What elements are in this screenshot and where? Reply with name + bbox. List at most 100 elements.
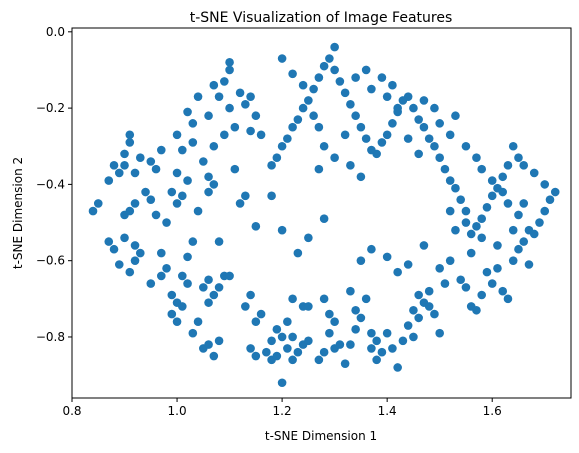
data-point (503, 199, 513, 208)
data-point (325, 309, 334, 319)
data-point (230, 122, 240, 132)
data-point (466, 229, 476, 239)
data-point (514, 244, 523, 254)
data-point (204, 111, 213, 121)
data-point (409, 305, 418, 315)
data-point (330, 65, 339, 75)
data-point (251, 222, 261, 231)
data-point (550, 187, 560, 197)
data-point (183, 279, 192, 288)
data-point (445, 206, 455, 216)
data-point (172, 199, 182, 208)
data-point (503, 161, 513, 170)
data-point (372, 355, 381, 365)
data-point (193, 317, 203, 327)
y-tick-label: −0.4 (36, 177, 65, 191)
data-point (472, 305, 481, 315)
data-point (340, 359, 350, 368)
data-point (382, 130, 392, 140)
data-point (204, 298, 213, 307)
data-point (524, 260, 534, 269)
x-tick-label: 1.2 (273, 404, 292, 418)
x-tick-label: 1.6 (483, 404, 502, 418)
data-point (414, 313, 423, 323)
data-point (477, 290, 487, 300)
data-point (246, 92, 255, 101)
data-point (225, 65, 234, 75)
data-point (120, 161, 129, 170)
data-point (135, 248, 145, 258)
x-tick-label: 1.4 (378, 404, 397, 418)
data-point (235, 88, 245, 98)
data-point (351, 73, 360, 82)
data-point (288, 355, 297, 365)
data-point (183, 107, 192, 117)
data-point (125, 130, 135, 140)
data-point (351, 111, 360, 121)
data-point (167, 187, 177, 197)
data-point (225, 271, 234, 281)
data-point (319, 294, 329, 304)
data-point (388, 119, 397, 128)
data-point (220, 77, 229, 86)
data-point (267, 191, 276, 201)
data-points (88, 42, 560, 388)
data-point (183, 176, 192, 185)
data-point (314, 122, 324, 132)
data-point (435, 119, 444, 128)
data-point (472, 153, 481, 162)
data-point (440, 164, 450, 174)
data-point (93, 199, 103, 208)
data-point (461, 218, 471, 227)
data-point (251, 111, 261, 121)
data-point (393, 103, 402, 113)
data-point (241, 302, 250, 311)
data-point (498, 172, 508, 182)
data-point (346, 99, 355, 109)
data-point (430, 103, 439, 113)
data-point (319, 214, 329, 224)
data-point (178, 145, 187, 155)
data-point (356, 256, 366, 265)
data-point (304, 336, 313, 346)
data-point (277, 141, 287, 151)
data-point (304, 233, 313, 243)
data-point (487, 191, 497, 201)
data-point (466, 248, 476, 258)
data-point (445, 176, 455, 185)
data-point (451, 111, 460, 121)
data-point (514, 153, 523, 162)
data-point (304, 96, 313, 105)
data-point (335, 77, 345, 86)
data-point (188, 119, 198, 128)
data-point (325, 328, 334, 338)
data-point (272, 153, 282, 162)
data-point (409, 103, 418, 113)
data-point (445, 130, 455, 140)
data-point (382, 92, 392, 101)
data-point (209, 351, 219, 361)
data-point (388, 344, 397, 353)
data-point (398, 336, 408, 346)
data-point (241, 191, 250, 201)
data-point (209, 80, 219, 90)
data-point (135, 153, 145, 162)
data-point (524, 225, 534, 235)
data-point (519, 161, 529, 170)
data-point (440, 279, 450, 288)
data-point (514, 210, 523, 220)
data-point (267, 161, 276, 170)
data-point (272, 351, 282, 361)
data-point (335, 340, 345, 349)
data-point (319, 347, 329, 357)
data-point (151, 210, 161, 220)
data-point (209, 141, 219, 151)
data-point (283, 344, 292, 353)
data-point (346, 161, 355, 170)
data-point (199, 283, 208, 292)
data-point (519, 237, 529, 246)
data-point (330, 42, 339, 52)
data-point (130, 241, 140, 250)
data-point (88, 206, 98, 216)
